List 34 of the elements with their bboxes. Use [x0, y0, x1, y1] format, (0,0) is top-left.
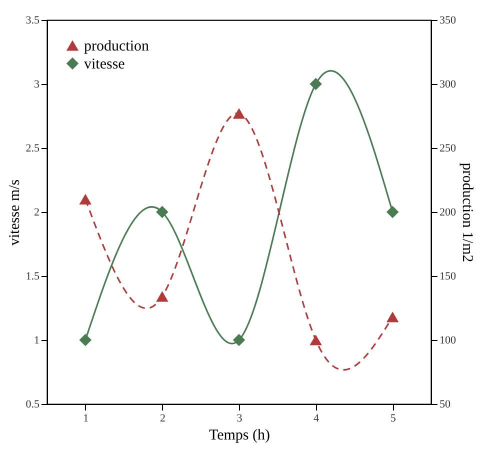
legend-label: vitesse: [84, 56, 126, 72]
point: [386, 312, 399, 322]
x-tick-label: 1: [83, 412, 89, 424]
point: [79, 334, 92, 346]
y-tick-label: 2.5: [26, 142, 40, 154]
y2-axis-title: production 1/m2: [459, 162, 475, 262]
x-tick-label: 5: [390, 412, 396, 424]
legend-label: production: [84, 38, 150, 54]
y-tick-label: 3: [34, 78, 40, 90]
y2-tick-label: 300: [440, 78, 456, 90]
y2-tick-label: 350: [440, 14, 456, 26]
y-tick-label: 3.5: [26, 14, 40, 26]
x-tick-label: 3: [236, 412, 243, 424]
x-tick-label: 4: [314, 412, 320, 424]
y2-tick-label: 100: [440, 334, 456, 346]
point: [232, 334, 246, 346]
point: [310, 334, 322, 346]
y2-tick-label: 150: [440, 270, 456, 282]
point: [79, 194, 92, 205]
y2-tick-label: 200: [440, 206, 456, 218]
y-tick-label: 1: [34, 334, 40, 346]
x-axis-title: Temps (h): [208, 428, 270, 444]
point: [232, 108, 246, 119]
point: [156, 206, 168, 218]
point: [386, 206, 399, 218]
y-tick-label: 0.5: [26, 398, 40, 410]
point: [310, 78, 322, 90]
y2-tick-label: 250: [440, 142, 456, 154]
point: [156, 291, 168, 302]
y2-tick-label: 50: [440, 398, 451, 410]
y-tick-label: 2: [34, 206, 40, 218]
y-tick-label: 1.5: [26, 270, 40, 282]
y-axis-title: vitesse m/s: [6, 179, 23, 246]
x-tick-label: 2: [160, 412, 166, 424]
